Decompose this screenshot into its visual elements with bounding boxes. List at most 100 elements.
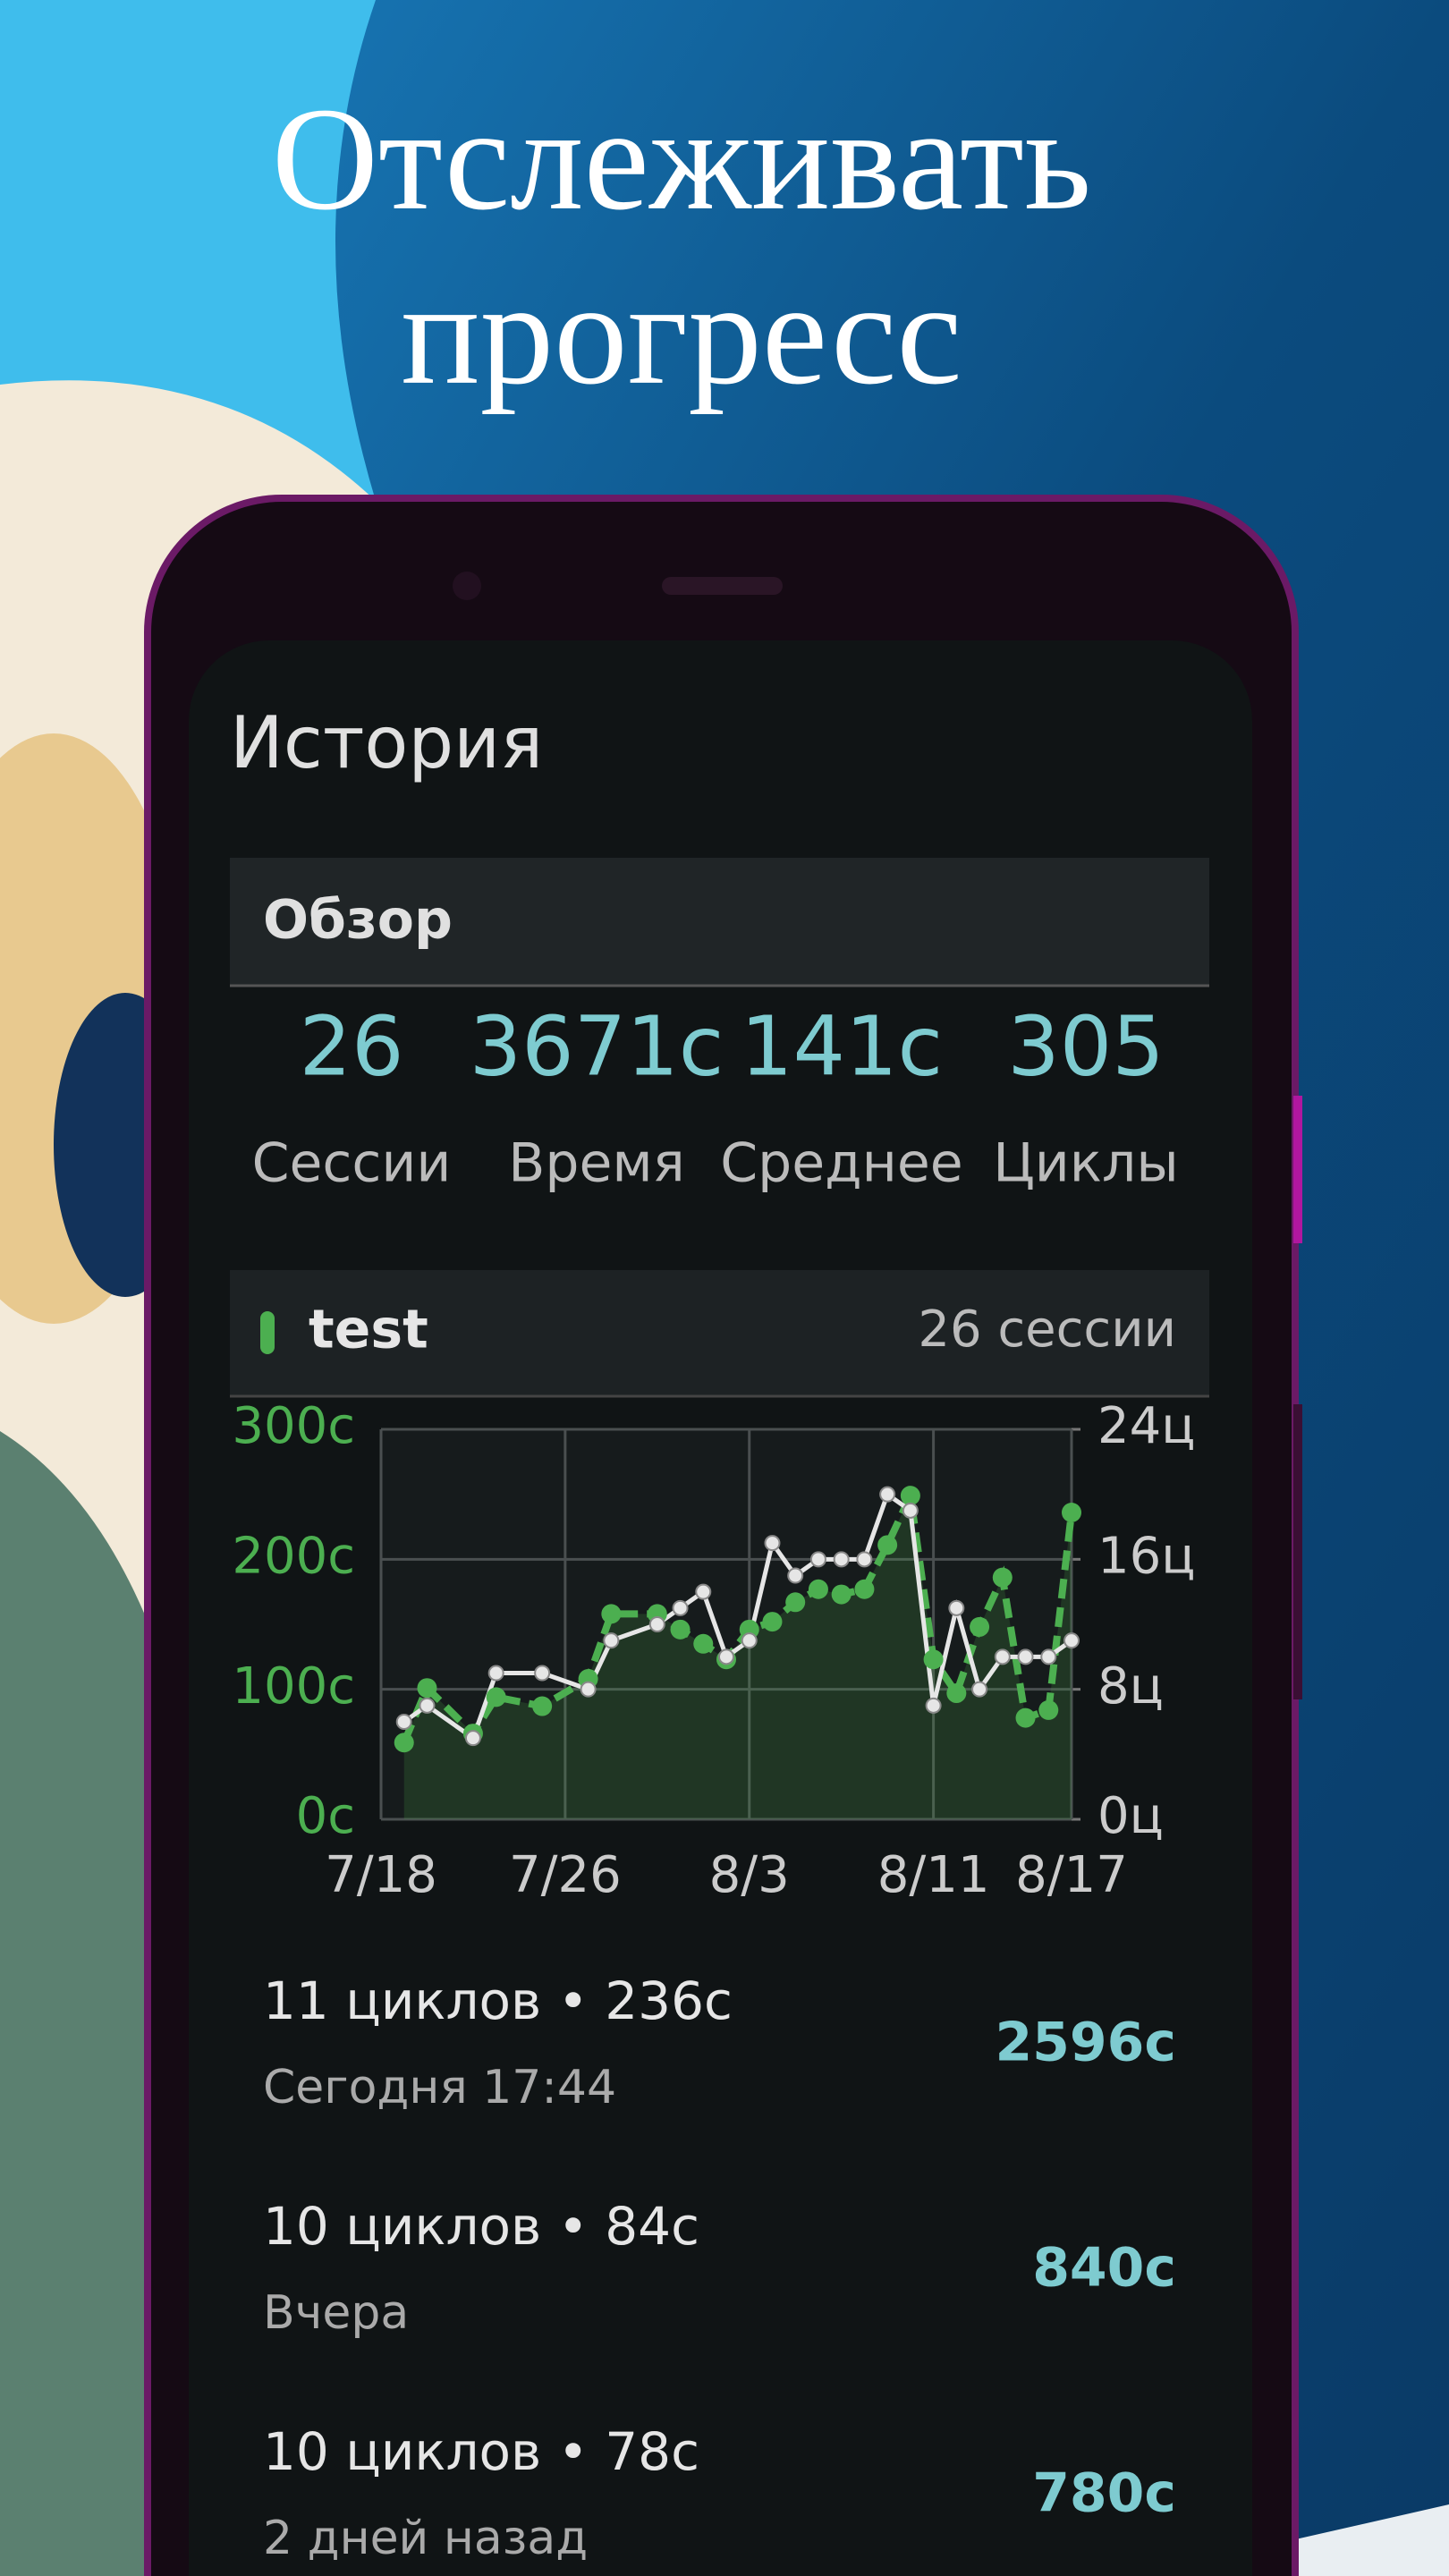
chart-title: test — [309, 1299, 428, 1361]
point — [970, 1616, 990, 1637]
point — [785, 1592, 806, 1613]
point — [695, 1583, 712, 1600]
point — [923, 1649, 944, 1670]
stat-value: 141с — [741, 998, 943, 1094]
session-total: 840с — [1032, 2237, 1176, 2300]
point — [672, 1599, 689, 1616]
card-title: Обзор — [263, 889, 453, 952]
stats: 26 Сессии 3671с Время 141с Среднее 305 Циклы — [252, 998, 1179, 1194]
plot-area — [381, 1429, 1072, 1819]
point — [1062, 1503, 1081, 1523]
point — [648, 1616, 665, 1632]
stat-value: 26 — [299, 998, 403, 1094]
session-total: 2596с — [995, 2012, 1176, 2074]
point — [532, 1696, 553, 1716]
chart: 0с 100с 200с 300с 0ц 8ц 16ц 24ц 7/18 7/26 8/3 8/11 8… — [232, 1397, 1195, 1904]
point — [808, 1579, 828, 1599]
camera — [453, 572, 481, 600]
point — [946, 1683, 967, 1704]
point — [394, 1733, 414, 1753]
session-subtitle: Вчера — [263, 2286, 409, 2340]
y-tick-label: 0с — [296, 1787, 355, 1845]
series-line — [402, 1490, 1073, 1742]
point — [833, 1551, 850, 1568]
point — [856, 1551, 873, 1568]
point — [994, 1648, 1011, 1665]
chart-header — [230, 1270, 1209, 1396]
session-subtitle: 2 дней назад — [263, 2512, 588, 2565]
point — [902, 1502, 919, 1519]
point — [601, 1604, 622, 1624]
stat-value: 3671с — [470, 998, 724, 1094]
session-total: 780с — [1032, 2462, 1176, 2525]
stat-label: Сессии — [252, 1132, 452, 1195]
point — [1015, 1707, 1036, 1728]
point — [877, 1535, 898, 1555]
point — [486, 1687, 506, 1707]
stat-label: Среднее — [720, 1132, 962, 1195]
stat-label: Циклы — [993, 1132, 1179, 1195]
y2-tick-label: 16ц — [1097, 1527, 1195, 1585]
point — [670, 1619, 691, 1640]
screen-title: История — [230, 701, 543, 784]
stat-value: 305 — [1007, 998, 1165, 1094]
point — [395, 1714, 412, 1730]
x-tick-label: 7/18 — [325, 1846, 437, 1904]
point — [603, 1632, 620, 1649]
point — [948, 1599, 965, 1616]
point — [764, 1535, 781, 1552]
point — [992, 1567, 1013, 1588]
session-subtitle: Сегодня 17:44 — [263, 2061, 616, 2114]
point — [1040, 1648, 1057, 1665]
point — [762, 1612, 783, 1632]
series-marker — [260, 1311, 275, 1354]
point — [925, 1697, 942, 1714]
bg-shape — [1252, 2504, 1449, 2576]
stat-label: Время — [508, 1132, 685, 1195]
point — [419, 1697, 436, 1714]
x-tick-label: 8/11 — [877, 1846, 990, 1904]
y2-tick-label: 24ц — [1097, 1397, 1195, 1455]
chart-subtitle: 26 сессии — [918, 1301, 1176, 1359]
point — [1063, 1632, 1080, 1649]
point — [879, 1486, 896, 1503]
point — [487, 1665, 504, 1682]
point — [534, 1665, 551, 1682]
point — [417, 1678, 437, 1699]
point — [741, 1632, 758, 1649]
y-tick-label: 300с — [232, 1397, 355, 1455]
point — [809, 1551, 826, 1568]
point — [1038, 1699, 1059, 1720]
x-tick-label: 8/17 — [1015, 1846, 1128, 1904]
y2-tick-label: 8ц — [1097, 1657, 1164, 1716]
y-tick-label: 100с — [232, 1657, 355, 1716]
card-header — [230, 858, 1209, 986]
point — [580, 1681, 597, 1698]
session-title: 11 циклов • 236с — [263, 1970, 733, 2031]
point — [787, 1567, 804, 1584]
y-tick-label: 200с — [232, 1527, 355, 1585]
session-list: 11 циклов • 236с Сегодня 17:44 2596с 10 цик… — [263, 1970, 1176, 2565]
point — [718, 1648, 734, 1665]
phone-button — [1293, 1096, 1302, 1243]
x-tick-label: 8/3 — [709, 1846, 790, 1904]
headline: прогресс — [401, 251, 962, 415]
point — [1017, 1648, 1034, 1665]
speaker — [662, 577, 783, 595]
bg-shape — [0, 0, 376, 501]
point — [971, 1681, 988, 1698]
point — [464, 1730, 481, 1747]
point — [693, 1633, 714, 1654]
y2-tick-label: 0ц — [1097, 1787, 1164, 1845]
point — [854, 1579, 875, 1599]
point — [831, 1584, 852, 1605]
point — [900, 1486, 920, 1506]
series-area — [403, 1496, 1072, 1819]
session-title: 10 циклов • 84с — [263, 2196, 699, 2257]
x-tick-label: 7/26 — [509, 1846, 622, 1904]
phone-button — [1293, 1404, 1302, 1699]
session-title: 10 циклов • 78с — [263, 2421, 699, 2482]
headline: Отслеживать — [272, 77, 1091, 241]
